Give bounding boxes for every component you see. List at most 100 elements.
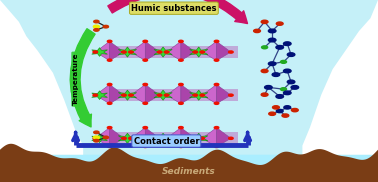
Circle shape [284,91,291,95]
Polygon shape [154,90,172,100]
Polygon shape [95,128,110,147]
Circle shape [122,51,126,53]
Text: Sediments: Sediments [162,167,216,176]
Polygon shape [202,84,217,104]
Circle shape [272,73,280,76]
Polygon shape [189,47,208,57]
Circle shape [179,145,183,148]
FancyBboxPatch shape [106,132,238,144]
Circle shape [157,137,162,139]
Circle shape [94,29,99,31]
Polygon shape [167,84,181,104]
Circle shape [200,137,204,139]
Polygon shape [145,41,160,61]
Circle shape [269,112,276,115]
Circle shape [287,53,295,56]
Circle shape [291,86,299,89]
Circle shape [229,137,233,139]
FancyBboxPatch shape [106,46,238,58]
Polygon shape [131,41,145,61]
Circle shape [214,145,219,148]
FancyBboxPatch shape [106,89,238,101]
Circle shape [276,46,284,49]
Polygon shape [189,90,208,100]
Circle shape [214,83,219,86]
Circle shape [93,94,98,96]
Polygon shape [95,41,110,61]
Circle shape [179,83,183,86]
Circle shape [214,40,219,42]
Circle shape [179,102,183,104]
Circle shape [143,126,147,129]
Circle shape [94,20,99,23]
Circle shape [200,51,204,53]
FancyBboxPatch shape [0,0,378,155]
Circle shape [265,86,272,89]
Circle shape [268,38,276,42]
Circle shape [261,93,268,96]
Polygon shape [217,41,231,61]
Circle shape [229,51,233,53]
Circle shape [229,94,233,96]
Polygon shape [167,41,181,61]
Circle shape [179,40,183,42]
Circle shape [193,94,198,96]
Circle shape [143,145,147,148]
Polygon shape [92,91,107,100]
Circle shape [262,46,268,49]
Circle shape [214,59,219,61]
Circle shape [200,94,204,96]
Circle shape [282,114,289,117]
Text: Contact order: Contact order [133,136,199,146]
Circle shape [93,137,98,139]
Circle shape [107,126,112,129]
Polygon shape [154,133,172,143]
Polygon shape [302,0,378,155]
Polygon shape [181,84,195,104]
Circle shape [129,137,133,139]
Circle shape [103,136,108,139]
Polygon shape [145,128,160,147]
Polygon shape [118,90,136,100]
Polygon shape [217,84,231,104]
Polygon shape [181,128,195,147]
Circle shape [280,88,287,91]
Circle shape [284,106,291,109]
Circle shape [157,94,162,96]
Circle shape [107,102,112,104]
Polygon shape [131,128,145,147]
Polygon shape [189,133,208,143]
Polygon shape [202,41,217,61]
Polygon shape [217,128,231,147]
Circle shape [261,20,268,23]
Circle shape [193,51,198,53]
Polygon shape [110,128,124,147]
Circle shape [261,69,268,73]
FancyArrowPatch shape [108,0,248,23]
Circle shape [164,94,169,96]
Circle shape [273,106,279,109]
Circle shape [94,131,99,134]
Circle shape [122,137,126,139]
Polygon shape [92,134,107,143]
Circle shape [129,51,133,53]
Circle shape [143,102,147,104]
Polygon shape [92,48,107,56]
Circle shape [276,22,283,25]
Text: Temperature: Temperature [73,53,79,105]
Circle shape [143,59,147,61]
Polygon shape [110,41,124,61]
Text: Humic substances: Humic substances [131,4,217,13]
Circle shape [107,59,112,61]
Circle shape [214,126,219,129]
Circle shape [179,59,183,61]
Circle shape [193,137,198,139]
Polygon shape [95,84,110,104]
FancyArrowPatch shape [70,29,95,127]
Circle shape [129,94,133,96]
Circle shape [157,51,162,53]
Circle shape [143,40,147,42]
Polygon shape [0,0,83,155]
Circle shape [268,29,276,33]
Polygon shape [0,144,378,182]
